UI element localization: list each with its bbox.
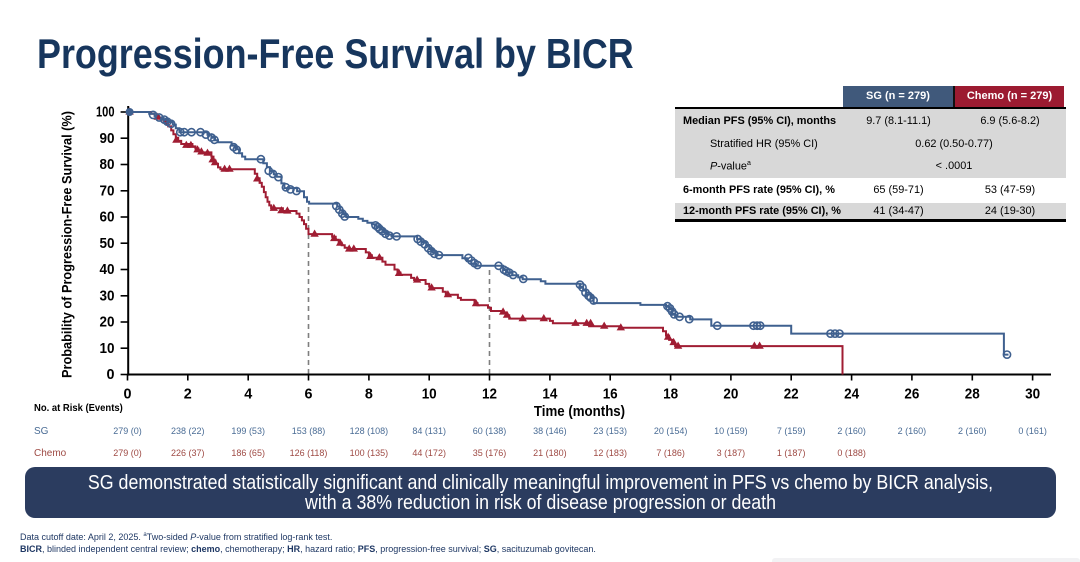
svg-text:26: 26	[904, 386, 919, 402]
svg-text:30: 30	[100, 288, 115, 304]
svg-text:0: 0	[124, 386, 132, 402]
svg-text:90: 90	[100, 131, 115, 147]
svg-text:6: 6	[305, 386, 313, 402]
svg-text:10: 10	[100, 341, 115, 357]
svg-text:8: 8	[365, 386, 373, 402]
svg-text:0: 0	[107, 367, 115, 383]
svg-text:14: 14	[542, 386, 557, 402]
svg-text:18: 18	[663, 386, 678, 402]
svg-text:100: 100	[96, 105, 115, 121]
svg-text:30: 30	[1025, 386, 1040, 402]
svg-text:12: 12	[482, 386, 497, 402]
svg-text:60: 60	[100, 210, 115, 226]
svg-text:16: 16	[603, 386, 618, 402]
svg-text:2: 2	[184, 386, 192, 402]
svg-text:20: 20	[100, 315, 115, 331]
svg-text:50: 50	[100, 236, 115, 252]
svg-text:10: 10	[422, 386, 437, 402]
svg-text:20: 20	[723, 386, 738, 402]
svg-text:80: 80	[100, 157, 115, 173]
svg-text:28: 28	[965, 386, 980, 402]
svg-text:40: 40	[100, 262, 115, 278]
svg-text:70: 70	[100, 183, 115, 199]
svg-text:24: 24	[844, 386, 859, 402]
svg-text:22: 22	[784, 386, 799, 402]
svg-text:4: 4	[244, 386, 252, 402]
svg-text:Probability of Progression-Fre: Probability of Progression-Free Survival…	[59, 111, 75, 378]
